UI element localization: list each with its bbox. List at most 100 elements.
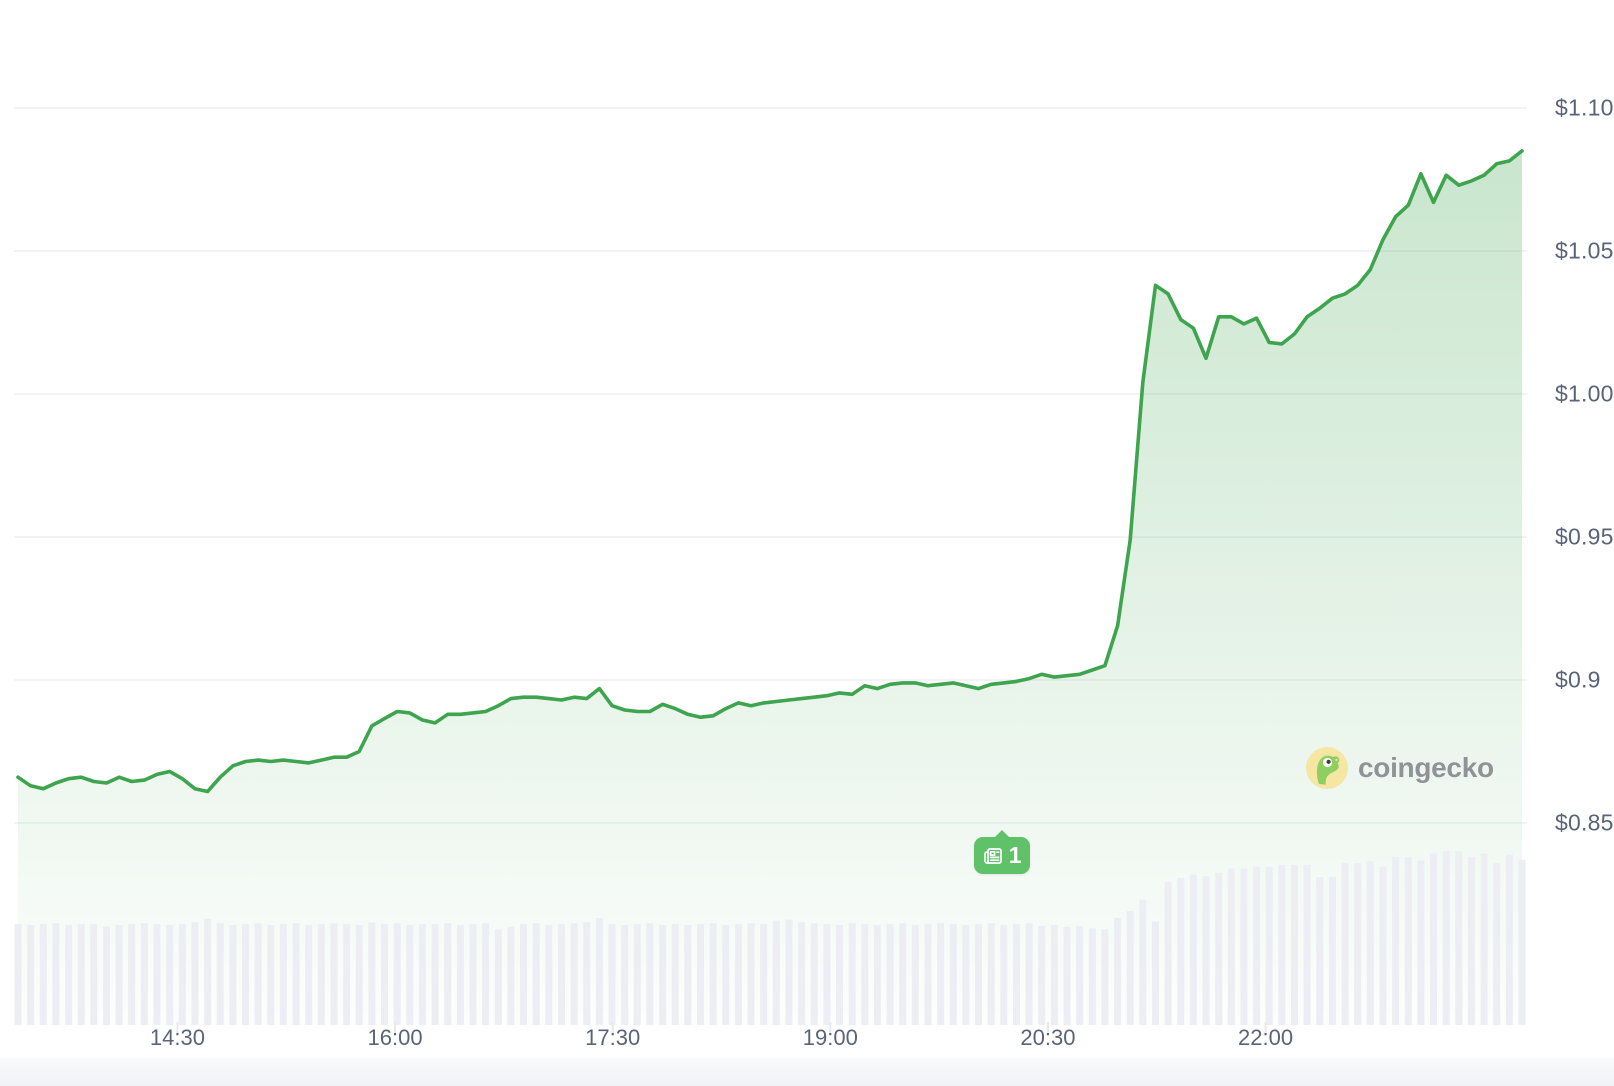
volume-bar — [1505, 854, 1513, 1025]
volume-bar — [937, 923, 945, 1025]
volume-bar — [52, 923, 60, 1025]
volume-bar — [317, 924, 325, 1025]
volume-bar — [431, 924, 439, 1025]
volume-bar — [1265, 866, 1273, 1025]
y-axis-label: $0.95 — [1555, 523, 1614, 550]
volume-bar — [798, 922, 806, 1025]
volume-bar — [1202, 876, 1210, 1025]
volume-bar — [697, 924, 704, 1025]
volume-bar — [103, 926, 110, 1025]
volume-bar — [861, 924, 869, 1025]
volume-bars — [14, 851, 1526, 1026]
volume-bar — [254, 923, 262, 1025]
volume-bar — [1101, 929, 1109, 1025]
volume-bar — [570, 923, 578, 1025]
volume-bar — [772, 920, 780, 1025]
news-annotation-badge[interactable]: 1 — [973, 830, 1030, 874]
volume-bar — [343, 924, 351, 1025]
volume-bar — [558, 924, 565, 1025]
volume-bar — [520, 924, 527, 1025]
volume-bar — [469, 924, 477, 1025]
volume-bar — [128, 924, 136, 1025]
volume-bar — [1455, 851, 1463, 1025]
volume-bar — [77, 924, 85, 1025]
volume-bar — [823, 924, 831, 1025]
volume-bar — [848, 923, 856, 1025]
volume-bar — [1038, 925, 1046, 1025]
volume-bar — [975, 924, 982, 1025]
volume-bar — [949, 924, 957, 1025]
volume-bar — [1366, 861, 1374, 1025]
volume-bar — [14, 924, 22, 1025]
volume-bar — [1467, 857, 1475, 1025]
y-axis-label: $1.05 — [1555, 237, 1614, 264]
x-axis-label: 20:30 — [1020, 1025, 1076, 1050]
volume-bar — [355, 925, 363, 1025]
volume-bar — [621, 925, 629, 1025]
volume-bar — [873, 925, 881, 1025]
volume-bar — [1139, 899, 1147, 1025]
y-axis-label: $0.85 — [1555, 809, 1614, 836]
volume-bar — [406, 925, 414, 1025]
coingecko-logo-icon — [1306, 747, 1348, 789]
volume-bar — [1328, 877, 1336, 1025]
volume-bar — [1253, 866, 1261, 1025]
volume-bar — [810, 923, 818, 1025]
x-axis-label: 14:30 — [149, 1025, 205, 1050]
y-axis-label: $0.9 — [1555, 666, 1601, 693]
volume-bar — [987, 923, 995, 1025]
volume-bar — [722, 925, 730, 1025]
volume-bar — [153, 924, 161, 1025]
volume-bar — [545, 925, 553, 1025]
volume-bar — [1025, 923, 1033, 1025]
volume-bar — [1114, 918, 1122, 1025]
volume-bar — [1063, 926, 1071, 1025]
volume-bar — [1227, 868, 1235, 1025]
volume-bar — [1177, 878, 1185, 1025]
x-axis-label: 17:30 — [585, 1025, 641, 1050]
volume-bar — [204, 918, 212, 1025]
volume-bar — [1189, 874, 1197, 1025]
volume-bar — [279, 924, 287, 1025]
volume-bar — [330, 923, 338, 1025]
volume-bar — [305, 925, 313, 1025]
volume-bar — [684, 925, 692, 1025]
volume-bar — [886, 924, 894, 1025]
volume-bar — [444, 923, 452, 1025]
x-axis-label: 22:00 — [1238, 1025, 1294, 1050]
volume-bar — [90, 924, 98, 1025]
volume-bar — [836, 925, 843, 1025]
volume-bar — [27, 925, 35, 1025]
x-axis-label: 16:00 — [367, 1025, 423, 1050]
x-axis-label: 19:00 — [802, 1025, 858, 1050]
volume-bar — [785, 919, 793, 1025]
volume-bar — [1493, 863, 1501, 1025]
news-count: 1 — [1008, 842, 1022, 868]
volume-bar — [229, 925, 237, 1025]
volume-bar — [899, 923, 907, 1025]
x-axis-ticks — [176, 1022, 1267, 1033]
coingecko-watermark: coingecko — [1305, 746, 1494, 790]
volume-bar — [166, 925, 174, 1025]
volume-bar — [1000, 925, 1008, 1025]
volume-bar — [659, 925, 667, 1025]
volume-bar — [1417, 860, 1425, 1025]
volume-bar — [747, 923, 755, 1025]
volume-bar — [39, 924, 47, 1025]
volume-bar — [494, 929, 502, 1025]
volume-bar — [178, 924, 186, 1025]
volume-bar — [1240, 868, 1248, 1025]
volume-bar — [1392, 857, 1400, 1025]
volume-bar — [292, 923, 300, 1025]
volume-bar — [381, 924, 388, 1025]
price-line-path — [16, 149, 1524, 794]
volume-bar — [368, 922, 376, 1025]
volume-bar — [595, 918, 603, 1025]
volume-bar — [482, 923, 490, 1025]
volume-bar — [1430, 853, 1437, 1025]
volume-bar — [418, 924, 426, 1025]
volume-bar — [393, 923, 401, 1025]
volume-bar — [1215, 872, 1223, 1026]
